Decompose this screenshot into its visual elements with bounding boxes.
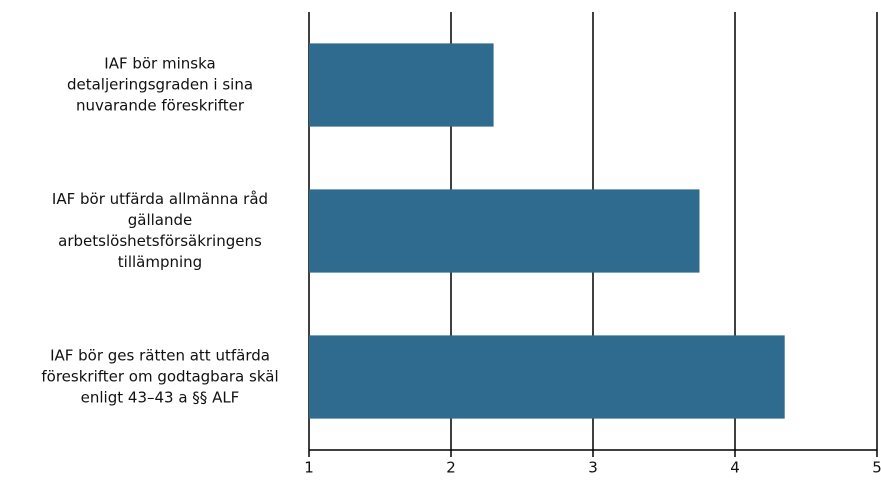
y-tick-label: IAF bör ges rätten att utfärda xyxy=(50,347,270,365)
bar xyxy=(309,43,494,127)
y-tick-label: IAF bör utfärda allmänna råd xyxy=(52,190,268,208)
y-tick-label: detaljeringsgraden i sina xyxy=(67,76,253,94)
y-tick-label: IAF bör minska xyxy=(104,55,215,73)
y-tick-label: föreskrifter om godtagbara skäl xyxy=(41,368,278,386)
bar xyxy=(309,335,785,419)
x-tick-label: 1 xyxy=(304,459,314,477)
bar xyxy=(309,189,700,273)
x-tick-label: 2 xyxy=(446,459,456,477)
y-tick-label: enligt 43–43 a §§ ALF xyxy=(81,389,240,407)
x-tick-label: 3 xyxy=(588,459,598,477)
y-tick-label: nuvarande föreskrifter xyxy=(76,97,245,115)
y-tick-label: arbetslöshetsförsäkringens xyxy=(58,232,262,250)
y-tick-label: tillämpning xyxy=(118,253,202,271)
x-tick-label: 5 xyxy=(872,459,881,477)
y-tick-label: gällande xyxy=(128,211,193,229)
x-tick-label: 4 xyxy=(730,459,740,477)
